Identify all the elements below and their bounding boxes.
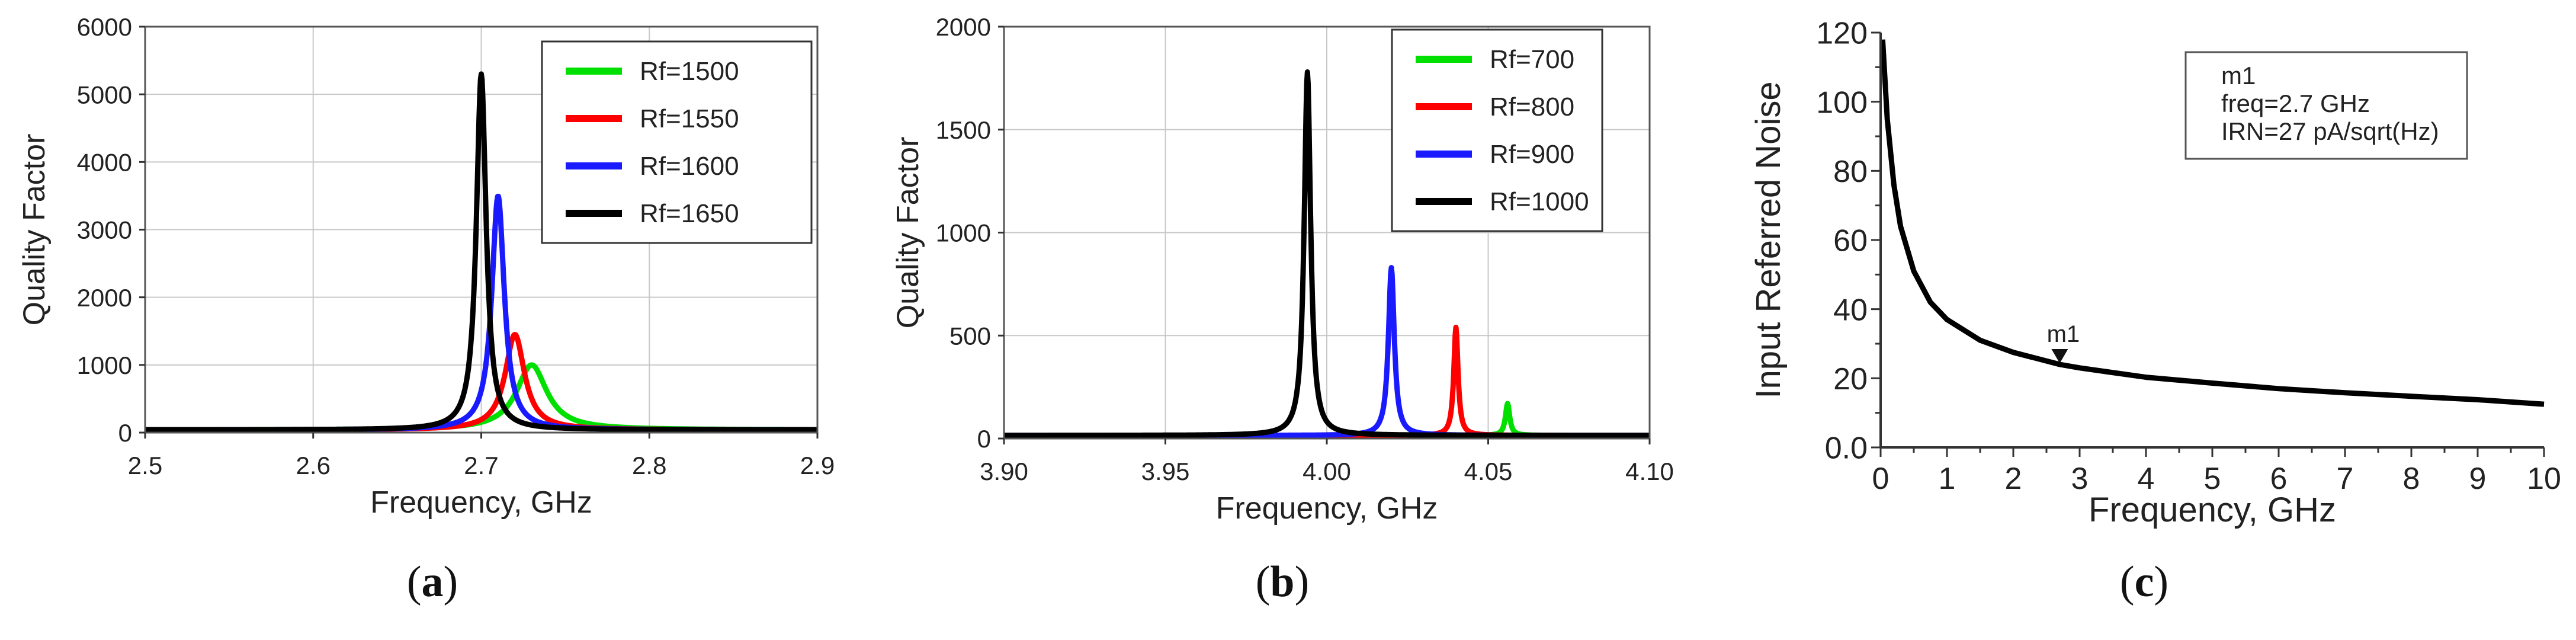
- x-tick-label: 4.00: [1303, 457, 1351, 485]
- y-tick-label: 0: [118, 419, 132, 447]
- y-tick-label: 2000: [936, 13, 991, 41]
- x-tick-label: 3.95: [1141, 457, 1190, 485]
- x-tick-label: 2.5: [128, 452, 162, 479]
- annotation-line: m1: [2221, 62, 2256, 89]
- legend: Rf=1500 Rf=1550 Rf=1600 Rf=1650: [541, 40, 813, 244]
- legend-label: Rf=900: [1490, 140, 1574, 169]
- caption-a: (a): [406, 558, 458, 606]
- legend: Rf=700 Rf=800 Rf=900 Rf=1000: [1391, 28, 1603, 232]
- y-axis-label: Quality Factor: [17, 134, 52, 326]
- y-tick-label: 0.0: [1825, 431, 1868, 466]
- caption-b: (b): [1255, 558, 1310, 606]
- y-tick-label: 6000: [77, 13, 132, 41]
- series-line-rf-1650: [143, 71, 820, 433]
- y-tick-label: 1000: [77, 351, 132, 379]
- x-tick-label: 7: [2337, 462, 2354, 496]
- legend-box: [541, 40, 813, 244]
- x-tick-label: 1: [1939, 462, 1956, 496]
- panel-c: 0 1 2 3 4 5 6 7 8 9 10 0.0 20 40 60 80 100 120 Frequency, …: [1749, 17, 2561, 529]
- x-tick-label: 3.90: [980, 457, 1028, 485]
- caption-c-letter: c: [2134, 558, 2154, 606]
- x-tick-label: 2.6: [296, 452, 331, 479]
- legend-box: [1391, 28, 1603, 232]
- legend-label: Rf=1600: [640, 152, 739, 181]
- annotation-frame: [2184, 51, 2468, 160]
- y-tick-label: 120: [1816, 17, 1868, 51]
- series-line-rf-1000: [1002, 69, 1652, 439]
- x-axis-label: Frequency, GHz: [1216, 491, 1438, 526]
- y-tick-label: 100: [1816, 85, 1868, 120]
- y-tick-label: 5000: [77, 81, 132, 108]
- legend-label: Rf=1500: [640, 57, 739, 86]
- x-tick-label: 6: [2270, 462, 2288, 496]
- legend-label: Rf=1000: [1490, 187, 1589, 216]
- y-axis-label: Quality Factor: [891, 137, 925, 329]
- x-tick-label: 4: [2138, 462, 2155, 496]
- caption-c: (c): [2119, 558, 2169, 606]
- panel-b: 3.90 3.95 4.00 4.05 4.10 0 500 1000 1500 2000 Freq…: [891, 13, 1674, 526]
- panel-a: 2.5 2.6 2.7 2.8 2.9 0 1000 2000 3000 4000 5000 6000…: [17, 13, 835, 520]
- y-tick-label: 60: [1833, 224, 1868, 258]
- series-line-irn: [1879, 39, 2545, 407]
- x-tick-label: 10: [2527, 462, 2561, 496]
- x-tick-label: 2.9: [800, 452, 835, 479]
- legend-label: Rf=800: [1490, 92, 1574, 121]
- y-tick-label: 40: [1833, 293, 1868, 327]
- y-tick-label: 1000: [936, 219, 991, 247]
- caption-b-letter: b: [1270, 558, 1295, 606]
- x-tick-label: 0: [1872, 462, 1890, 496]
- legend-label: Rf=1550: [640, 104, 739, 133]
- legend-label: Rf=700: [1490, 45, 1574, 74]
- x-tick-label: 4.05: [1464, 457, 1513, 485]
- y-tick-label: 1500: [936, 116, 991, 144]
- legend-label: Rf=1650: [640, 199, 739, 228]
- y-tick-label: 80: [1833, 155, 1868, 189]
- x-tick-label: 2.8: [632, 452, 666, 479]
- y-tick-label: 500: [949, 322, 991, 350]
- y-tick-label: 3000: [77, 216, 132, 244]
- x-tick-label: 3: [2071, 462, 2089, 496]
- x-tick-label: 8: [2403, 462, 2420, 496]
- x-axis-label: Frequency, GHz: [370, 485, 592, 520]
- annotation-line: IRN=27 pA/sqrt(Hz): [2221, 117, 2439, 145]
- x-tick-label: 2: [2005, 462, 2022, 496]
- y-axis-label: Input Referred Noise: [1749, 81, 1788, 398]
- marker-m1-icon: [2051, 349, 2068, 363]
- caption-a-letter: a: [421, 558, 444, 606]
- y-tick-label: 0: [977, 425, 991, 453]
- marker-label: m1: [2047, 321, 2080, 347]
- x-axis-label: Frequency, GHz: [2089, 491, 2336, 529]
- x-tick-label: 5: [2204, 462, 2221, 496]
- y-tick-label: 4000: [77, 148, 132, 176]
- x-tick-label: 4.10: [1625, 457, 1674, 485]
- y-tick-label: 2000: [77, 284, 132, 312]
- x-tick-label: 9: [2469, 462, 2487, 496]
- y-tick-label: 20: [1833, 362, 1868, 396]
- x-tick-label: 2.7: [464, 452, 498, 479]
- annotation-line: freq=2.7 GHz: [2221, 89, 2370, 117]
